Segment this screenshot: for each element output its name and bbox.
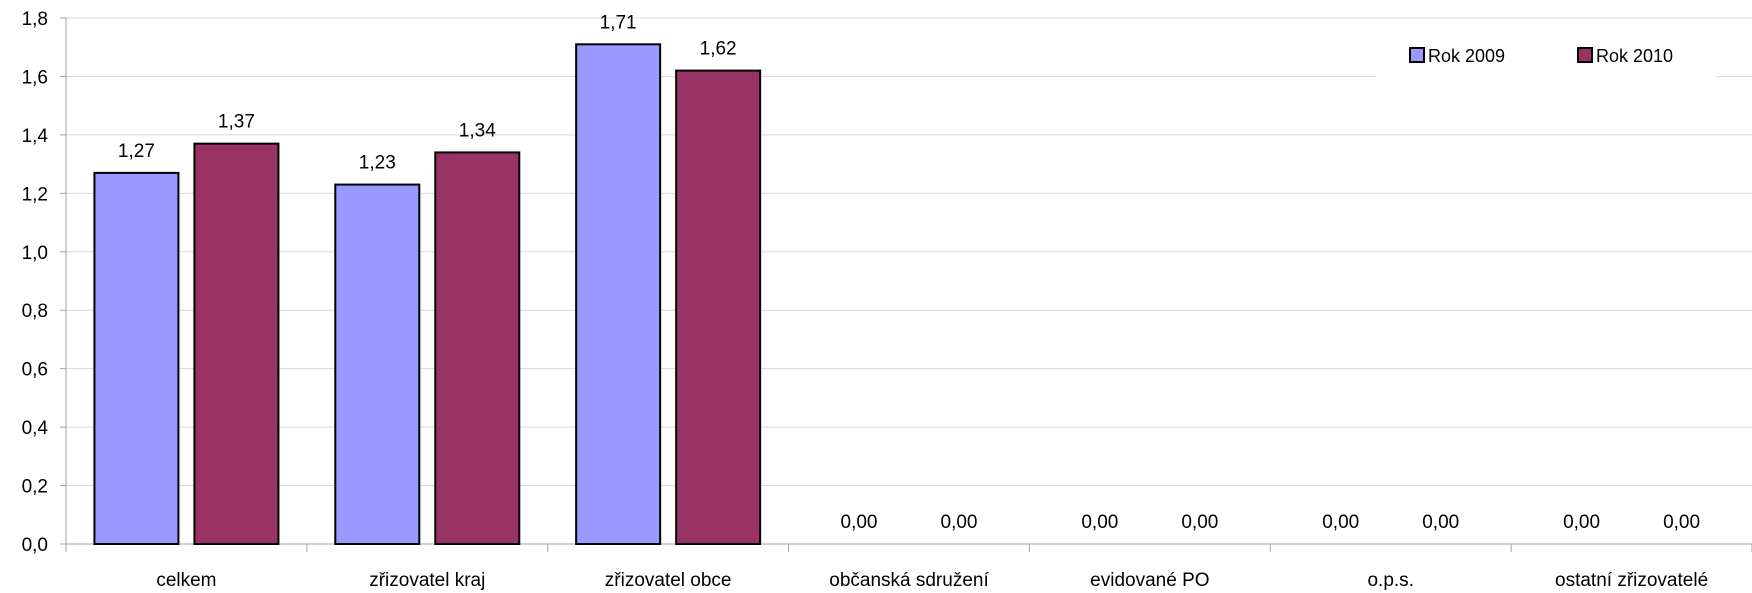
gridlines: [66, 17, 1752, 487]
legend-label: Rok 2010: [1596, 46, 1673, 66]
x-category-label: zřizovatel obce: [605, 570, 732, 591]
y-tick-label: 1,4: [22, 126, 49, 147]
legend-label: Rok 2009: [1428, 46, 1505, 66]
data-label: 0,00: [1663, 512, 1700, 533]
legend-background: [1376, 28, 1716, 86]
x-category-label: ostatní zřizovatelé: [1555, 570, 1708, 591]
bar: [675, 69, 762, 545]
data-label: 0,00: [1563, 512, 1600, 533]
bars: [93, 43, 762, 546]
bar: [193, 142, 280, 545]
data-label: 1,37: [218, 112, 255, 133]
bar: [93, 171, 180, 545]
bar: [334, 183, 421, 545]
y-tick-label: 0,2: [22, 477, 48, 498]
data-labels: 1,27 1,37 1,23 1,34 1,71 1,62 0,00 0,00 0,00 0,00…: [118, 12, 1700, 533]
x-category-label: občanská sdružení: [829, 570, 989, 591]
x-category-label: evidované PO: [1090, 570, 1209, 591]
legend-swatch: [1409, 47, 1425, 63]
x-category-label: o.p.s.: [1367, 570, 1413, 591]
data-label: 0,00: [941, 512, 978, 533]
x-axis-category-labels: celkem zřizovatel kraj zřizovatel obce obča…: [156, 570, 1708, 591]
data-label: 1,71: [600, 12, 637, 33]
axes: [60, 17, 1752, 552]
legend: Rok 2009 Rok 2010: [1376, 28, 1716, 86]
y-tick-label: 0,8: [22, 301, 48, 322]
y-tick-label: 0,0: [22, 535, 48, 556]
data-label: 0,00: [1322, 512, 1359, 533]
legend-swatch: [1577, 47, 1593, 63]
data-label: 0,00: [1181, 512, 1218, 533]
y-tick-label: 1,6: [22, 67, 48, 88]
y-tick-label: 0,6: [22, 360, 48, 381]
data-label: 1,34: [459, 120, 496, 141]
y-tick-label: 1,2: [22, 184, 48, 205]
data-label: 0,00: [841, 512, 878, 533]
y-tick-label: 1,0: [22, 243, 48, 264]
data-label: 0,00: [1422, 512, 1459, 533]
data-label: 1,62: [700, 39, 737, 60]
data-label: 0,00: [1081, 512, 1118, 533]
y-tick-label: 0,4: [22, 418, 49, 439]
bar: [575, 43, 662, 546]
y-axis-tick-labels: 0,0 0,2 0,4 0,6 0,8 1,0 1,2 1,4 1,6 1,8: [22, 9, 49, 556]
data-label: 1,23: [359, 153, 396, 174]
x-category-label: celkem: [156, 570, 216, 591]
x-category-label: zřizovatel kraj: [369, 570, 485, 591]
data-label: 1,27: [118, 141, 155, 162]
bar: [434, 151, 521, 546]
y-tick-label: 1,8: [22, 9, 48, 30]
